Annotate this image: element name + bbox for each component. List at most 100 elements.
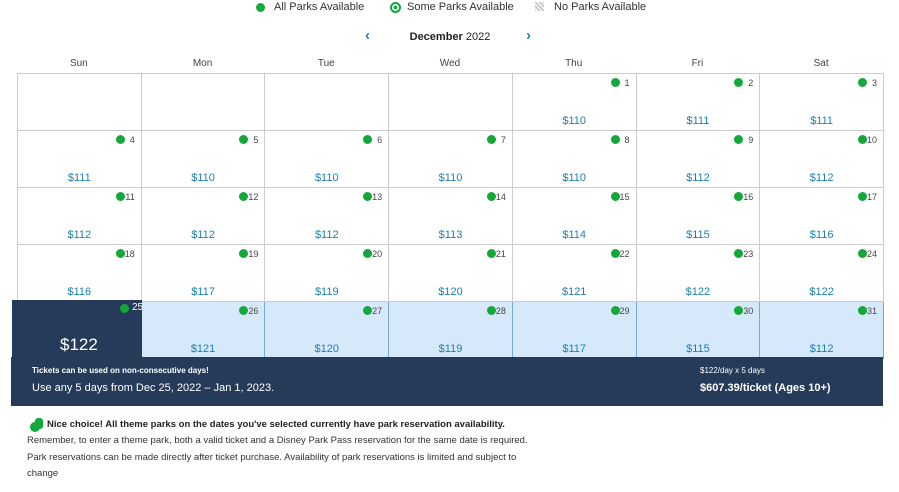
legend-label: Some Parks Available (407, 1, 514, 13)
availability-dot (115, 249, 125, 258)
availability-dot (857, 135, 867, 144)
availability-dot (120, 304, 129, 313)
day-price: $120 (314, 343, 340, 355)
day-cell[interactable]: 13 $112 (265, 188, 390, 245)
weekday-label: Sat (813, 58, 829, 69)
legend-label: All Parks Available (274, 1, 365, 13)
day-number: 20 (372, 249, 383, 259)
next-month[interactable]: › (526, 27, 531, 44)
day-cell[interactable]: 7 $110 (389, 131, 513, 188)
availability-dot (239, 192, 249, 201)
day-number: 31 (866, 306, 877, 316)
availability-dot (239, 135, 249, 144)
day-number: 3 (871, 78, 877, 88)
day-cell[interactable]: 24 $122 (760, 245, 884, 302)
day-price: $122 (809, 286, 834, 298)
day-number: 19 (248, 249, 259, 259)
day-price: $110 (562, 172, 587, 184)
selected-day-cell[interactable]: 25 $122 (12, 300, 143, 359)
day-cell[interactable]: 15 $114 (512, 188, 637, 245)
day-number: 2 (748, 78, 754, 88)
day-cell[interactable]: 31 $112 (760, 302, 884, 359)
empty-cell (18, 74, 142, 131)
day-cell[interactable]: 2 $111 (636, 74, 761, 131)
thumbs-icon (30, 418, 43, 432)
availability-dot (239, 306, 249, 315)
availability-dot (239, 249, 249, 258)
legend-icon (390, 2, 401, 13)
weekday-label: Tue (317, 58, 335, 69)
day-number: 27 (372, 306, 383, 316)
month-name: December (409, 31, 463, 43)
day-cell[interactable]: 11 $112 (18, 188, 142, 245)
day-price: $112 (314, 229, 339, 241)
month-title: December 2022 (380, 31, 520, 43)
day-price: $121 (561, 286, 587, 298)
legend-dot (256, 3, 265, 12)
day-cell[interactable]: 5 $110 (141, 131, 266, 188)
summary-dates: Use any 5 days from Dec 25, 2022 – Jan 1… (32, 382, 275, 394)
availability-dot (486, 135, 496, 144)
day-cell[interactable]: 19 $117 (141, 245, 266, 302)
day-number: 10 (866, 135, 877, 145)
day-price: $117 (191, 286, 215, 298)
day-cell[interactable]: 27 $120 (265, 302, 390, 359)
empty-cell (265, 74, 390, 131)
availability-dot (486, 306, 496, 315)
message-line: change (27, 468, 59, 479)
prev-month[interactable]: ‹ (365, 27, 370, 44)
day-price: $112 (191, 229, 215, 241)
availability-dot (857, 192, 867, 201)
day-cell[interactable]: 28 $119 (389, 302, 513, 359)
day-number: 24 (866, 249, 877, 259)
day-cell[interactable]: 22 $121 (512, 245, 637, 302)
day-cell[interactable]: 3 $111 (760, 74, 884, 131)
day-number: 8 (624, 135, 630, 145)
day-number: 22 (619, 249, 630, 259)
message-headline: Nice choice! All theme parks on the date… (47, 419, 505, 430)
day-price: $111 (67, 172, 91, 184)
day-price: $112 (686, 172, 710, 184)
day-cell[interactable]: 20 $119 (265, 245, 390, 302)
day-cell[interactable]: 17 $116 (760, 188, 884, 245)
summary-note: Tickets can be used on non-consecutive d… (32, 366, 209, 375)
availability-dot (610, 78, 620, 87)
day-number: 15 (619, 192, 630, 202)
day-cell[interactable]: 23 $122 (636, 245, 761, 302)
day-cell[interactable]: 26 $121 (141, 302, 266, 359)
availability-dot (610, 306, 620, 315)
message-line: Remember, to enter a theme park, both a … (27, 435, 528, 446)
availability-dot (734, 78, 744, 87)
day-cell[interactable]: 12 $112 (141, 188, 266, 245)
day-number: 29 (619, 306, 630, 316)
day-cell[interactable]: 10 $112 (760, 131, 884, 188)
day-cell[interactable]: 9 $112 (636, 131, 761, 188)
day-cell[interactable]: 29 $117 (512, 302, 637, 359)
day-cell[interactable]: 21 $120 (389, 245, 513, 302)
day-price: $112 (67, 229, 92, 241)
day-number: 21 (495, 249, 506, 259)
day-cell[interactable]: 14 $113 (389, 188, 513, 245)
day-price: $114 (562, 229, 587, 241)
availability-dot (857, 78, 867, 87)
day-number: 6 (377, 135, 383, 145)
day-cell[interactable]: 8 $110 (512, 131, 637, 188)
day-cell[interactable]: 4 $111 (18, 131, 142, 188)
legend-label: No Parks Available (554, 1, 647, 13)
availability-dot (486, 249, 496, 258)
day-cell[interactable]: 16 $115 (636, 188, 761, 245)
day-cell[interactable]: 18 $116 (18, 245, 142, 302)
day-price: $115 (686, 343, 710, 355)
day-price: $116 (809, 229, 834, 241)
day-price: $121 (190, 343, 216, 355)
availability-dot (363, 306, 373, 315)
day-number: 14 (495, 192, 506, 202)
day-cell[interactable]: 30 $115 (636, 302, 761, 359)
day-cell[interactable]: 6 $110 (265, 131, 390, 188)
availability-dot (734, 249, 744, 258)
day-price: $117 (562, 343, 587, 355)
day-cell[interactable]: 1 $110 (512, 74, 637, 131)
day-number: 4 (129, 135, 135, 145)
summary-total: $607.39/ticket (Ages 10+) (700, 382, 831, 394)
